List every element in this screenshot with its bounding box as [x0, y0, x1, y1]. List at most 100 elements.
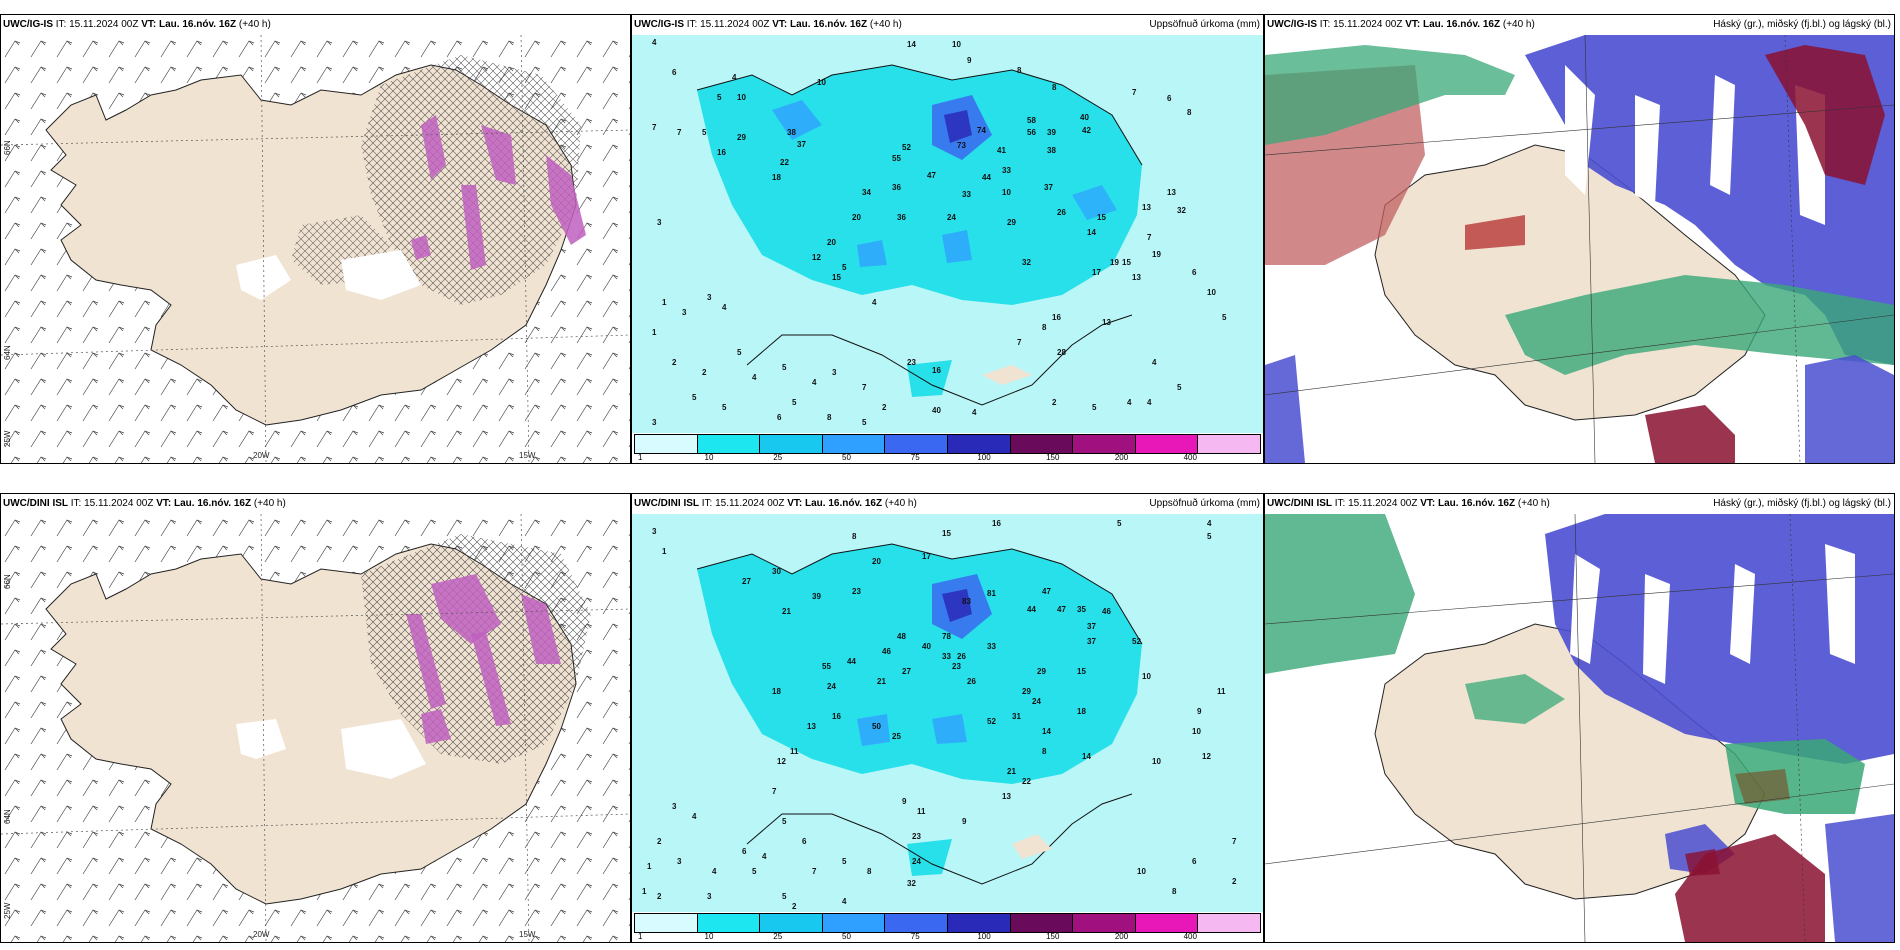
svg-text:4: 4: [1152, 358, 1157, 367]
svg-text:24: 24: [1032, 697, 1041, 706]
colorbar-bin: [822, 435, 886, 453]
cloud-map-top: [1265, 35, 1894, 463]
svg-text:73: 73: [957, 141, 966, 150]
panel-title: UWC/IG-IS IT: 15.11.2024 00Z VT: Lau. 16…: [1267, 19, 1535, 30]
it-value: 15.11.2024 00Z: [69, 19, 139, 30]
svg-text:44: 44: [1027, 605, 1036, 614]
colorbar-bin: [947, 914, 1011, 932]
svg-text:7: 7: [862, 383, 867, 392]
model-name: UWC/IG-IS: [634, 19, 684, 30]
lon-label-15: 15W: [519, 930, 536, 939]
svg-text:42: 42: [1082, 126, 1091, 135]
svg-text:40: 40: [1080, 113, 1089, 122]
svg-text:21: 21: [1007, 767, 1016, 776]
svg-text:38: 38: [787, 128, 796, 137]
svg-text:5: 5: [842, 263, 847, 272]
colorbar-tick: 75: [910, 932, 920, 941]
svg-text:7: 7: [652, 123, 657, 132]
svg-text:55: 55: [892, 154, 901, 163]
svg-text:17: 17: [1092, 268, 1101, 277]
svg-text:18: 18: [772, 687, 781, 696]
precip-title: Uppsöfnuð úrkoma (mm): [1149, 19, 1260, 30]
svg-text:8: 8: [867, 867, 872, 876]
svg-text:5: 5: [1207, 532, 1212, 541]
svg-text:8: 8: [1052, 83, 1057, 92]
colorbar-bin: [635, 914, 698, 932]
svg-text:5: 5: [722, 403, 727, 412]
model-name: UWC/DINI ISL: [1267, 498, 1332, 509]
svg-text:1: 1: [662, 547, 667, 556]
svg-text:30: 30: [772, 567, 781, 576]
colorbar-bin: [885, 914, 948, 932]
svg-text:5: 5: [1092, 403, 1097, 412]
svg-text:10: 10: [1152, 757, 1161, 766]
cloud-title: Háský (gr.), miðský (fj.bl.) og lágský (…: [1713, 19, 1891, 30]
svg-text:8: 8: [1017, 66, 1022, 75]
svg-text:19: 19: [1110, 258, 1119, 267]
svg-text:23: 23: [952, 662, 961, 671]
svg-text:28: 28: [1057, 348, 1066, 357]
svg-text:21: 21: [782, 607, 791, 616]
svg-text:2: 2: [657, 837, 662, 846]
svg-text:23: 23: [907, 358, 916, 367]
svg-text:8: 8: [852, 532, 857, 541]
lead-time: (+40 h): [238, 19, 271, 30]
lead-time: (+40 h): [884, 498, 917, 509]
svg-text:26: 26: [967, 677, 976, 686]
cloud-panel-top: UWC/IG-IS IT: 15.11.2024 00Z VT: Lau. 16…: [1264, 14, 1895, 464]
svg-text:1: 1: [642, 887, 647, 896]
svg-text:10: 10: [1137, 867, 1146, 876]
svg-text:8: 8: [1172, 887, 1177, 896]
colorbar-tick: 10: [704, 453, 714, 462]
svg-text:22: 22: [780, 158, 789, 167]
svg-text:52: 52: [902, 143, 911, 152]
it-value: 15.11.2024 00Z: [1348, 498, 1418, 509]
svg-text:20: 20: [852, 213, 861, 222]
svg-text:36: 36: [897, 213, 906, 222]
colorbar-bin: [947, 435, 1011, 453]
svg-text:8: 8: [1187, 108, 1192, 117]
panel-title: UWC/DINI ISL IT: 15.11.2024 00Z VT: Lau.…: [1267, 498, 1550, 509]
svg-text:7: 7: [1147, 233, 1152, 242]
svg-text:12: 12: [1202, 752, 1211, 761]
svg-text:11: 11: [790, 747, 799, 756]
svg-text:2: 2: [882, 403, 887, 412]
svg-text:52: 52: [987, 717, 996, 726]
colorbar-bin: [760, 435, 823, 453]
svg-text:16: 16: [717, 148, 726, 157]
precip-colorbar: [634, 434, 1261, 454]
svg-text:16: 16: [832, 712, 841, 721]
wind-barb-map: [1, 35, 630, 463]
svg-text:56: 56: [1027, 128, 1036, 137]
lon-label-20: 20W: [253, 930, 270, 939]
colorbar-bin: [1010, 435, 1074, 453]
model-name: UWC/IG-IS: [3, 19, 53, 30]
svg-text:5: 5: [737, 348, 742, 357]
colorbar-ticks: 1 10 25 50 75 100 150 200 400: [634, 932, 1259, 942]
wind-precip-panel-top: UWC/IG-IS IT: 15.11.2024 00Z VT: Lau. 16…: [0, 14, 631, 464]
vt-label: VT:: [141, 19, 157, 30]
colorbar-tick: 50: [842, 453, 851, 462]
svg-text:47: 47: [1057, 605, 1066, 614]
svg-text:7: 7: [1017, 338, 1022, 347]
svg-text:26: 26: [1057, 208, 1066, 217]
model-name: UWC/DINI ISL: [3, 498, 68, 509]
lon-label-25: 25W: [3, 430, 12, 447]
svg-text:5: 5: [717, 93, 722, 102]
svg-text:14: 14: [1087, 228, 1096, 237]
lon-label-20: 20W: [253, 451, 270, 460]
colorbar-bin: [1198, 435, 1260, 453]
svg-text:10: 10: [952, 40, 961, 49]
svg-text:37: 37: [797, 140, 806, 149]
svg-text:10: 10: [1002, 188, 1011, 197]
precip-colorbar: [634, 913, 1261, 933]
colorbar-tick: 400: [1183, 453, 1197, 462]
lat-label-66: 66N: [3, 574, 12, 589]
vt-value: Lau. 16.nóv. 16Z: [805, 498, 883, 509]
colorbar-tick: 150: [1046, 932, 1060, 941]
svg-text:12: 12: [777, 757, 786, 766]
svg-text:4: 4: [972, 408, 977, 417]
svg-text:37: 37: [1087, 622, 1096, 631]
svg-text:4: 4: [1207, 519, 1212, 528]
svg-text:23: 23: [852, 587, 861, 596]
